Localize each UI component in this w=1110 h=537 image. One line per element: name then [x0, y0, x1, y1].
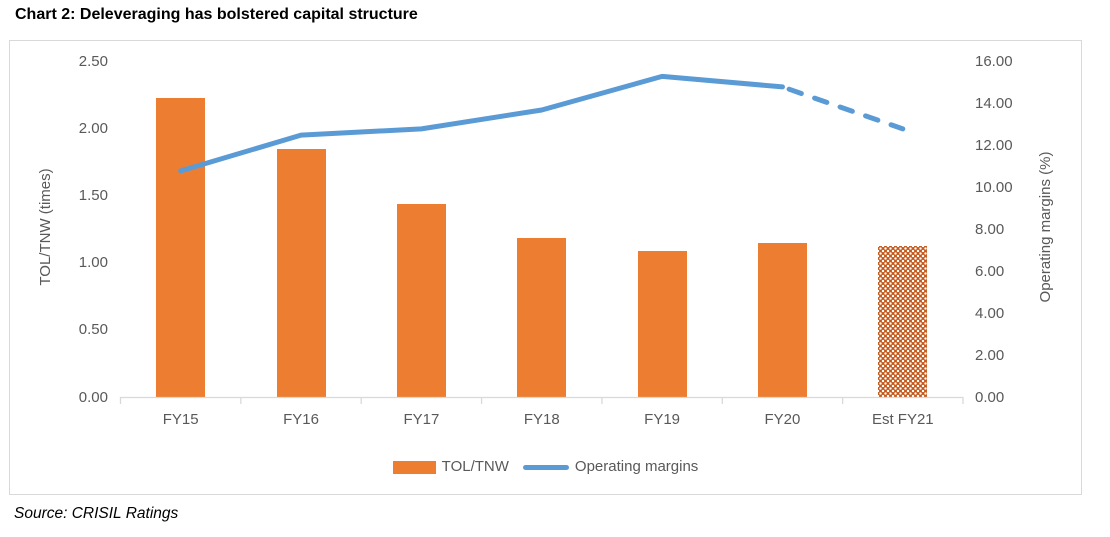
- x-category-label: FY16: [283, 411, 319, 428]
- tol-tnw-bar-fy17: [396, 204, 446, 398]
- y-right-tick-label: 6.00: [975, 262, 1005, 280]
- x-category-label: FY19: [644, 411, 681, 428]
- x-category-label: FY15: [162, 411, 199, 428]
- y-right-tick-label: 12.00: [975, 136, 1013, 154]
- tol-tnw-bar-est-fy21: [878, 245, 928, 398]
- y-right-tick-label: 8.00: [975, 220, 1005, 238]
- tol-tnw-bar-fy18: [517, 237, 567, 398]
- legend-item-operating-margins: Operating margins: [522, 458, 699, 476]
- y-left-tick-label: 1.50: [78, 187, 108, 205]
- legend-label-tol-tnw: TOL/TNW: [441, 458, 509, 475]
- x-category-label: FY18: [523, 411, 560, 428]
- tol-tnw-bar-fy16: [276, 149, 326, 398]
- y-right-tick-label: 16.00: [975, 52, 1013, 70]
- y-left-tick-label: 0.00: [78, 388, 108, 406]
- x-category-label: FY17: [403, 411, 440, 428]
- tol-tnw-bar-fy20: [757, 243, 807, 398]
- x-category-label: FY20: [764, 411, 801, 428]
- y-right-tick-label: 14.00: [975, 94, 1013, 112]
- legend-bar-swatch-icon: [392, 460, 436, 474]
- right-axis-title: Operating margins (%): [1037, 151, 1054, 303]
- legend-line-swatch-icon: [522, 464, 569, 470]
- legend: TOL/TNW Operating margins: [9, 456, 1082, 478]
- x-category-label: Est FY21: [871, 411, 934, 428]
- page-title: Chart 2: Deleveraging has bolstered capi…: [15, 6, 418, 23]
- tol-tnw-bar-fy15: [156, 97, 206, 398]
- legend-label-operating-margins: Operating margins: [574, 458, 699, 475]
- y-right-tick-label: 4.00: [975, 304, 1005, 322]
- y-right-tick-label: 10.00: [975, 178, 1013, 196]
- legend-item-tol-tnw: TOL/TNW: [392, 458, 509, 476]
- left-axis-title: TOL/TNW (times): [37, 168, 54, 286]
- y-right-tick-label: 2.00: [975, 346, 1005, 364]
- y-right-tick-label: 0.00: [975, 388, 1005, 406]
- tol-tnw-bar-fy19: [637, 251, 687, 398]
- y-left-tick-label: 1.00: [78, 254, 108, 272]
- source-note: Source: CRISIL Ratings: [14, 505, 179, 522]
- y-left-tick-label: 2.00: [78, 119, 108, 137]
- y-left-tick-label: 2.50: [78, 52, 108, 70]
- y-left-tick-label: 0.50: [78, 321, 108, 339]
